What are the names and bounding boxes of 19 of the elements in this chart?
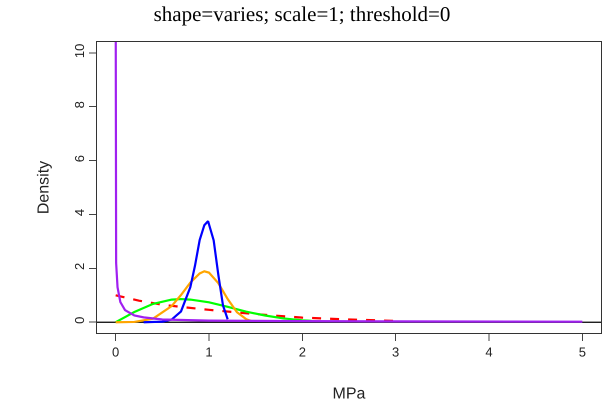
line-series (114, 270, 252, 324)
y-tick-label: 10 (72, 44, 87, 58)
x-tick-label: 2 (298, 344, 306, 360)
x-tick-label: 4 (485, 344, 493, 360)
x-tick-label: 5 (578, 344, 586, 360)
chart-title: shape=varies; scale=1; threshold=0 (154, 2, 450, 26)
y-tick-label: 2 (72, 262, 87, 270)
y-tick-label: 6 (72, 154, 87, 162)
y-axis-title: Density (36, 160, 53, 214)
line-series (114, 298, 313, 324)
x-tick-label: 0 (112, 344, 120, 360)
y-tick-label: 8 (72, 101, 87, 108)
line-series (142, 220, 229, 324)
y-tick-label: 0 (72, 316, 87, 324)
x-tick-label: 3 (392, 344, 400, 360)
x-tick-label: 1 (205, 344, 213, 360)
y-tick-label: 4 (72, 208, 87, 216)
x-axis-title: MPa (332, 385, 366, 402)
line-series (114, 42, 584, 323)
